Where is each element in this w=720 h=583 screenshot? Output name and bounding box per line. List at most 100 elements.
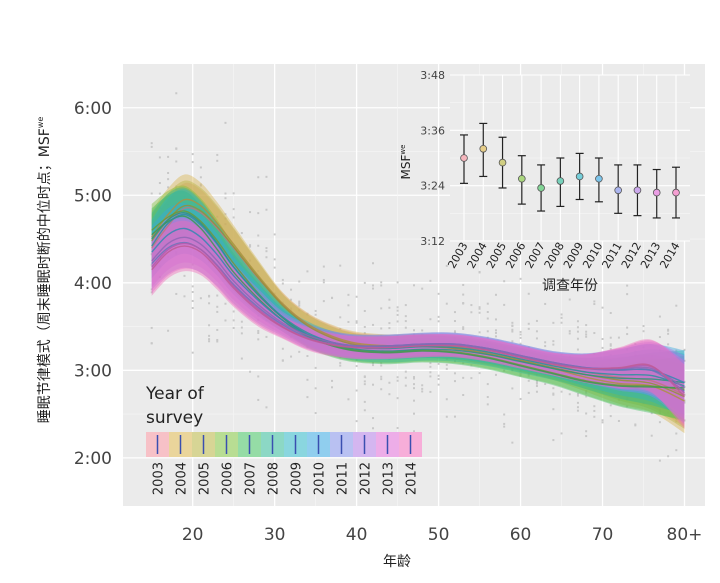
inset-y-ticks: 3:12 3:24 3:36 3:48 <box>420 69 445 248</box>
raw-data-dot <box>167 230 170 233</box>
raw-data-dot <box>216 215 219 218</box>
raw-data-dot <box>535 379 538 382</box>
raw-data-dot <box>626 390 629 393</box>
raw-data-dot <box>626 333 629 336</box>
raw-data-dot <box>593 300 596 303</box>
x-axis-title: 年龄 <box>383 554 411 570</box>
raw-data-dot <box>511 330 514 333</box>
raw-data-dot <box>650 393 653 396</box>
raw-data-dot <box>675 349 678 352</box>
y-axis-ticks: 2:00 3:00 4:00 5:00 6:00 <box>74 99 112 469</box>
raw-data-dot <box>650 354 653 357</box>
raw-data-dot <box>462 283 465 286</box>
raw-data-dot <box>167 171 170 174</box>
raw-data-dot <box>445 302 448 305</box>
raw-data-dot <box>331 348 334 351</box>
raw-data-dot <box>388 381 391 384</box>
raw-data-dot <box>396 309 399 312</box>
raw-data-dot <box>453 372 456 375</box>
raw-data-dot <box>658 411 661 414</box>
raw-data-dot <box>486 317 489 320</box>
raw-data-dot <box>560 358 563 361</box>
raw-data-dot <box>404 315 407 318</box>
raw-data-dot <box>322 278 325 281</box>
raw-data-dot <box>191 227 194 230</box>
raw-data-dot <box>339 356 342 359</box>
raw-data-dot <box>421 387 424 390</box>
raw-data-dot <box>396 306 399 309</box>
raw-data-dot <box>437 320 440 323</box>
inset-y-tick-label: 3:24 <box>420 180 445 193</box>
raw-data-dot <box>240 332 243 335</box>
raw-data-dot <box>634 350 637 353</box>
legend-label-2005: 2005 <box>198 462 213 495</box>
raw-data-dot <box>175 187 178 190</box>
raw-data-dot <box>437 362 440 365</box>
raw-data-dot <box>585 391 588 394</box>
raw-data-dot <box>527 374 530 377</box>
raw-data-dot <box>167 155 170 158</box>
raw-data-dot <box>626 326 629 329</box>
raw-data-dot <box>257 270 260 273</box>
raw-data-dot <box>568 380 571 383</box>
raw-data-dot <box>535 319 538 322</box>
raw-data-dot <box>363 409 366 412</box>
raw-data-dot <box>470 364 473 367</box>
raw-data-dot <box>675 414 678 417</box>
raw-data-dot <box>470 311 473 314</box>
raw-data-dot <box>585 395 588 398</box>
raw-data-dot <box>421 329 424 332</box>
raw-data-dot <box>626 370 629 373</box>
raw-data-dot <box>519 330 522 333</box>
raw-data-dot <box>593 409 596 412</box>
raw-data-dot <box>486 336 489 339</box>
raw-data-dot <box>462 326 465 329</box>
raw-data-dot <box>175 292 178 295</box>
raw-data-dot <box>494 318 497 321</box>
raw-data-dot <box>314 366 317 369</box>
raw-data-dot <box>675 432 678 435</box>
raw-data-dot <box>150 253 153 256</box>
raw-data-dot <box>306 355 309 358</box>
raw-data-dot <box>380 342 383 345</box>
raw-data-dot <box>650 396 653 399</box>
raw-data-dot <box>494 362 497 365</box>
raw-data-dot <box>519 374 522 377</box>
raw-data-dot <box>585 335 588 338</box>
raw-data-dot <box>429 362 432 365</box>
raw-data-dot <box>453 330 456 333</box>
raw-data-dot <box>494 360 497 363</box>
raw-data-dot <box>601 306 604 309</box>
raw-data-dot <box>413 376 415 379</box>
raw-data-dot <box>208 338 211 341</box>
raw-data-dot <box>667 332 670 335</box>
raw-data-dot <box>396 313 399 316</box>
raw-data-dot <box>314 313 317 316</box>
raw-data-dot <box>216 159 219 162</box>
inset-point-2008 <box>556 177 565 185</box>
raw-data-dot <box>601 385 604 388</box>
raw-data-dot <box>191 234 194 237</box>
raw-data-dot <box>363 335 366 338</box>
raw-data-dot <box>445 264 448 267</box>
raw-data-dot <box>486 310 489 313</box>
raw-data-dot <box>437 383 440 386</box>
raw-data-dot <box>290 307 293 310</box>
raw-data-dot <box>634 423 637 426</box>
raw-data-dot <box>413 430 415 433</box>
raw-data-dot <box>609 353 612 356</box>
trend-line-2014 <box>151 245 685 398</box>
raw-data-dot <box>519 372 522 375</box>
raw-data-dot <box>478 306 481 309</box>
raw-data-dot <box>191 307 194 310</box>
raw-data-dot <box>568 393 571 396</box>
raw-data-dot <box>486 343 489 346</box>
raw-data-dot <box>232 310 235 313</box>
raw-data-dot <box>486 403 489 406</box>
raw-data-dot <box>486 383 489 386</box>
raw-data-dot <box>331 379 334 382</box>
legend: Year of survey 2003 2004 2005 2006 2007 2008 2… <box>145 384 422 495</box>
raw-data-dot <box>265 208 268 211</box>
raw-data-dot <box>175 231 178 234</box>
